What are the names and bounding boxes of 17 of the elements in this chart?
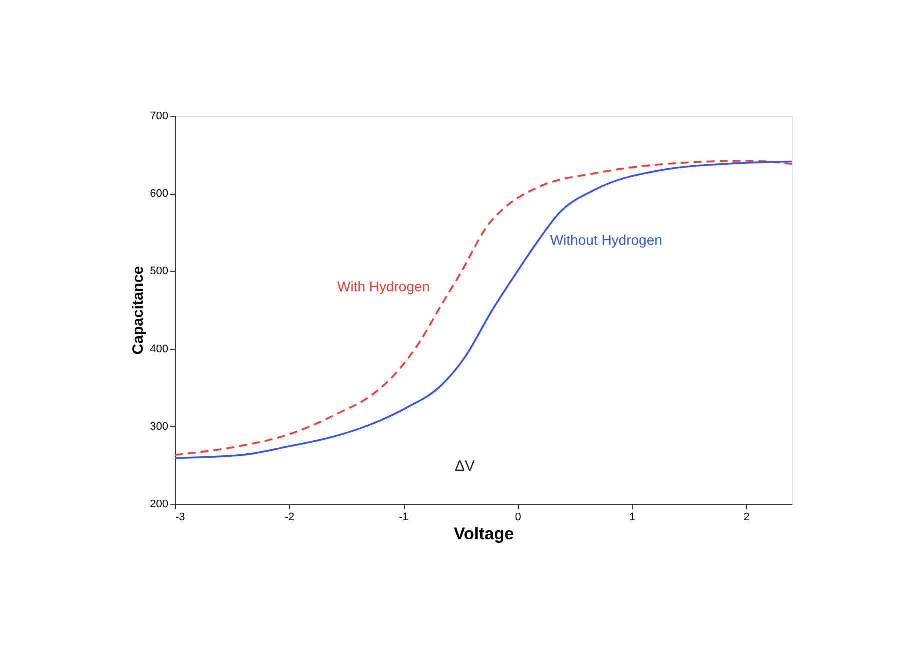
x-axis-title: Voltage — [454, 524, 514, 544]
y-tick-label: 700 — [150, 110, 168, 122]
x-tick-label: -1 — [399, 512, 409, 524]
y-tick-label: 400 — [150, 343, 168, 356]
x-tick-label: 0 — [515, 512, 522, 524]
series-label: Without Hydrogen — [550, 232, 662, 248]
y-tick-label: 300 — [150, 420, 168, 433]
x-tick-label: -2 — [284, 512, 295, 524]
series-label: With Hydrogen — [337, 278, 430, 295]
annotation: ΔV — [454, 458, 476, 475]
x-tick-label: 2 — [744, 512, 750, 524]
y-tick-label: 200 — [150, 498, 168, 510]
x-tick-label: -3 — [176, 512, 186, 524]
y-axis-title: Capacitance — [130, 266, 148, 355]
y-tick-label: 600 — [150, 188, 168, 200]
x-tick-label: 1 — [629, 512, 636, 524]
y-tick-label: 500 — [150, 266, 168, 278]
